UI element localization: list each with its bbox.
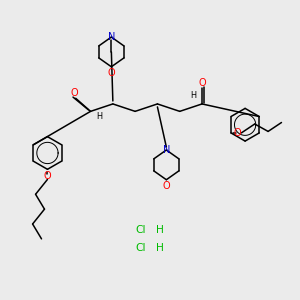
Text: Cl: Cl xyxy=(136,243,146,253)
Text: H: H xyxy=(96,112,103,121)
Text: H: H xyxy=(157,243,164,253)
Text: O: O xyxy=(234,128,241,138)
Text: O: O xyxy=(44,171,51,181)
Text: O: O xyxy=(107,68,115,78)
Text: O: O xyxy=(163,181,170,191)
Text: N: N xyxy=(163,145,170,155)
Text: Cl: Cl xyxy=(136,225,146,235)
Text: H: H xyxy=(190,91,197,100)
Text: O: O xyxy=(198,77,206,88)
Text: N: N xyxy=(108,32,115,42)
Text: O: O xyxy=(70,88,78,98)
Text: H: H xyxy=(157,225,164,235)
